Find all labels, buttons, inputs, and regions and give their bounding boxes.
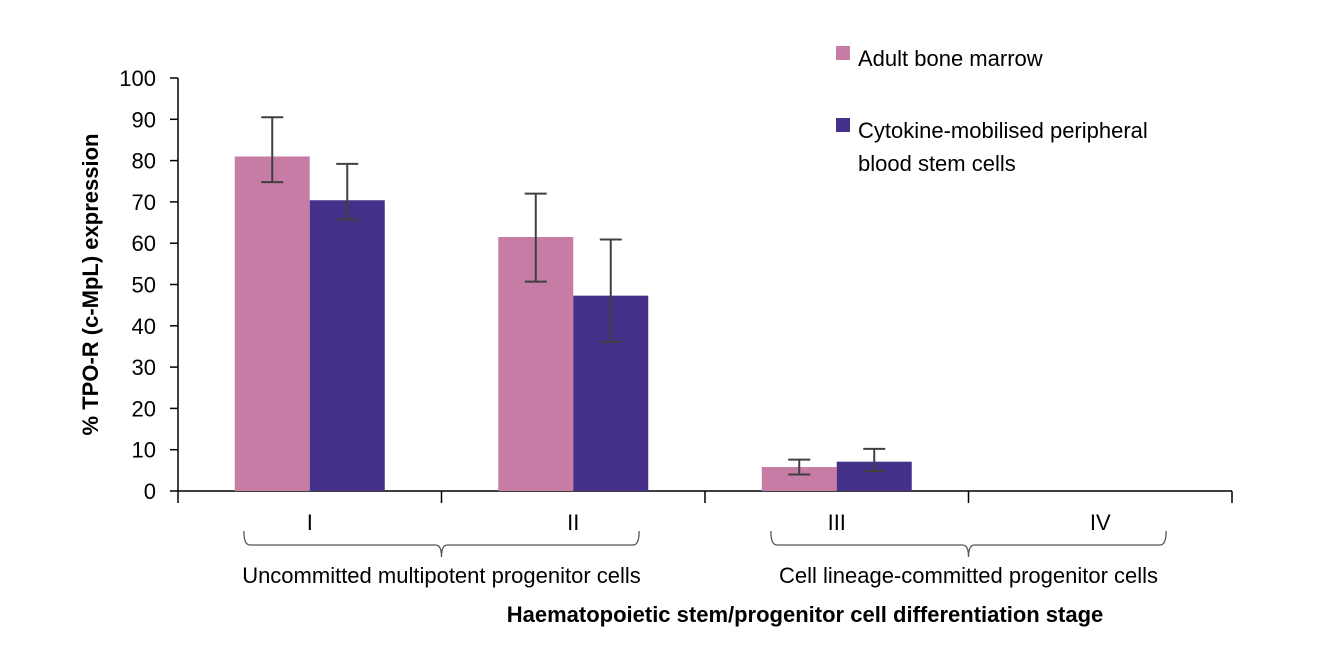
x-tick-label: I bbox=[307, 510, 313, 535]
group-label: Cell lineage-committed progenitor cells bbox=[779, 563, 1158, 588]
y-tick-label: 0 bbox=[144, 479, 156, 504]
y-tick-label: 60 bbox=[132, 231, 156, 256]
group-bracket bbox=[770, 530, 1167, 558]
y-tick-label: 100 bbox=[119, 66, 156, 91]
group-label: Uncommitted multipotent progenitor cells bbox=[242, 563, 641, 588]
y-tick-label: 40 bbox=[132, 314, 156, 339]
bar bbox=[761, 467, 837, 491]
y-tick-label: 10 bbox=[132, 438, 156, 463]
y-tick-label: 50 bbox=[132, 273, 156, 298]
bar bbox=[309, 200, 385, 492]
x-tick-label: II bbox=[567, 510, 579, 535]
x-tick-label: III bbox=[828, 510, 846, 535]
bars bbox=[234, 156, 912, 492]
y-tick-label: 20 bbox=[132, 396, 156, 421]
y-tick-label: 80 bbox=[132, 149, 156, 174]
y-tick-label: 30 bbox=[132, 355, 156, 380]
y-tick-label: 70 bbox=[132, 190, 156, 215]
y-axis-title: % TPO-R (c-MpL) expression bbox=[78, 134, 103, 436]
legend: Adult bone marrow Cytokine-mobilised peri… bbox=[836, 46, 1148, 176]
legend-label: Adult bone marrow bbox=[858, 46, 1043, 71]
group-bracket bbox=[243, 530, 640, 558]
x-axis-title: Haematopoietic stem/progenitor cell diff… bbox=[507, 602, 1104, 627]
legend-label: Cytokine-mobilised peripheral blood stem … bbox=[858, 118, 1148, 176]
y-tick-label: 90 bbox=[132, 107, 156, 132]
bar bbox=[234, 156, 310, 491]
legend-swatch bbox=[836, 46, 850, 60]
error-bars bbox=[261, 116, 886, 476]
x-tick-label: IV bbox=[1090, 510, 1111, 535]
legend-swatch bbox=[836, 118, 850, 132]
